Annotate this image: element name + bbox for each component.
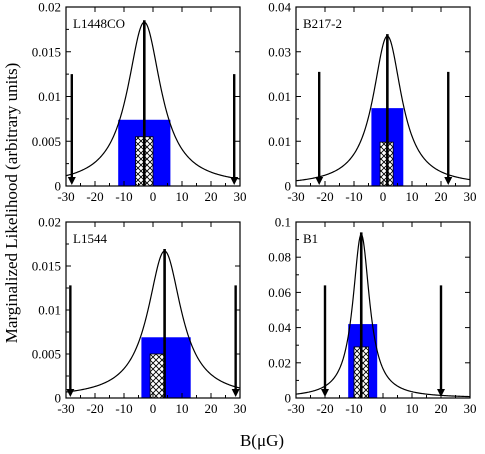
y-tick-label-l1544-2: 0.01	[38, 303, 61, 318]
x-tick-label-l1544-3: 0	[150, 401, 157, 416]
x-tick-label-l1448co-6: 30	[234, 189, 247, 204]
y-tick-label-b217-2-3: 0.03	[268, 44, 291, 59]
x-tick-label-l1448co-5: 20	[205, 189, 218, 204]
x-tick-label-b217-2-4: 10	[406, 189, 419, 204]
y-tick-label-l1448co-0: 0	[55, 179, 62, 194]
y-tick-label-b1-0: 0	[285, 391, 292, 406]
x-tick-label-b1-2: -10	[345, 401, 362, 416]
arrow-head-l1544-1	[231, 389, 240, 397]
x-tick-label-l1448co-2: -10	[115, 189, 132, 204]
x-tick-label-b217-2-0: -30	[287, 189, 304, 204]
x-tick-label-b217-2-5: 20	[435, 189, 448, 204]
x-tick-label-b217-2-3: 0	[380, 189, 387, 204]
y-tick-label-b217-2-1: 0.01	[268, 134, 291, 149]
y-tick-label-l1544-0: 0	[55, 391, 62, 406]
x-tick-label-b217-2-2: -10	[345, 189, 362, 204]
y-axis-label: Marginalized Likelihood (arbitrary units…	[2, 63, 21, 344]
y-tick-label-l1544-1: 0.005	[32, 347, 61, 362]
x-tick-label-b217-2-1: -20	[316, 189, 333, 204]
arrow-head-l1448co-0	[67, 177, 76, 185]
panel-label-l1544: L1544	[73, 231, 107, 246]
y-tick-label-b1-4: 0.08	[268, 250, 291, 265]
x-tick-label-l1544-0: -30	[57, 401, 74, 416]
arrow-head-l1544-0	[66, 389, 75, 397]
y-tick-label-l1448co-3: 0.015	[32, 44, 61, 59]
hatched-bar-l1544	[149, 353, 166, 399]
x-tick-label-l1448co-4: 10	[176, 189, 189, 204]
panel-label-l1448co: L1448CO	[73, 16, 125, 31]
likelihood-curve-l1544	[65, 250, 241, 393]
x-axis-label: B(μG)	[240, 431, 284, 450]
panels: -30 -20 -10 0 10 20 30 0 0.005 0.01 0.015 0.02 L1448…	[32, 0, 477, 416]
panel-b217-2: -30 -20 -10 0 10 20 30 0 0.01 0.01 0.03 0.04 B217-2	[268, 0, 476, 204]
likelihood-curve-b217-2	[295, 35, 471, 182]
panel-b1: -30 -20 -10 0 10 20 30 0 0.02 0.04 0.06 0.08 0.1 B1	[268, 215, 476, 417]
x-tick-label-l1448co-3: 0	[150, 189, 157, 204]
x-tick-label-l1544-5: 20	[205, 401, 218, 416]
y-tick-label-b1-5: 0.1	[275, 215, 291, 230]
x-tick-label-l1448co-1: -20	[86, 189, 103, 204]
panel-l1544: -30 -20 -10 0 10 20 30 0 0.005 0.01 0.015 0.02 L1544	[32, 215, 247, 417]
y-tick-label-l1448co-4: 0.02	[38, 0, 61, 15]
panel-label-b217-2: B217-2	[303, 16, 342, 31]
y-tick-label-l1448co-2: 0.01	[38, 89, 61, 104]
y-tick-label-l1544-4: 0.02	[38, 215, 61, 230]
y-tick-label-b217-2-2: 0.01	[268, 89, 291, 104]
y-tick-label-b1-1: 0.02	[268, 355, 291, 370]
arrow-head-l1448co-1	[230, 177, 239, 185]
y-tick-label-l1544-3: 0.015	[32, 259, 61, 274]
arrow-head-b217-2-1	[444, 177, 453, 185]
x-tick-label-l1544-1: -20	[86, 401, 103, 416]
x-tick-label-b1-0: -30	[287, 401, 304, 416]
x-tick-label-b1-1: -20	[316, 401, 333, 416]
x-tick-label-b1-4: 10	[406, 401, 419, 416]
x-tick-label-b1-3: 0	[380, 401, 387, 416]
y-tick-label-b217-2-4: 0.04	[268, 0, 291, 15]
y-tick-label-b1-2: 0.04	[268, 320, 291, 335]
x-tick-label-b217-2-6: 30	[464, 189, 477, 204]
likelihood-curve-b1	[295, 233, 471, 398]
blue-bar-l1544	[141, 337, 191, 398]
x-tick-label-b1-6: 30	[464, 401, 477, 416]
y-tick-label-l1448co-1: 0.005	[32, 134, 61, 149]
x-tick-label-l1448co-0: -30	[57, 189, 74, 204]
panel-label-b1: B1	[303, 231, 318, 246]
x-tick-label-l1544-6: 30	[234, 401, 247, 416]
y-tick-label-b1-3: 0.06	[268, 285, 291, 300]
panel-l1448co: -30 -20 -10 0 10 20 30 0 0.005 0.01 0.015 0.02 L1448…	[32, 0, 247, 204]
y-tick-label-b217-2-0: 0	[285, 179, 292, 194]
x-tick-label-l1544-2: -10	[115, 401, 132, 416]
x-tick-label-b1-5: 20	[435, 401, 448, 416]
likelihood-curve-l1448co	[65, 21, 241, 180]
x-tick-label-l1544-4: 10	[176, 401, 189, 416]
plot-frame-b1	[295, 221, 471, 399]
arrow-head-b217-2-0	[315, 177, 324, 185]
